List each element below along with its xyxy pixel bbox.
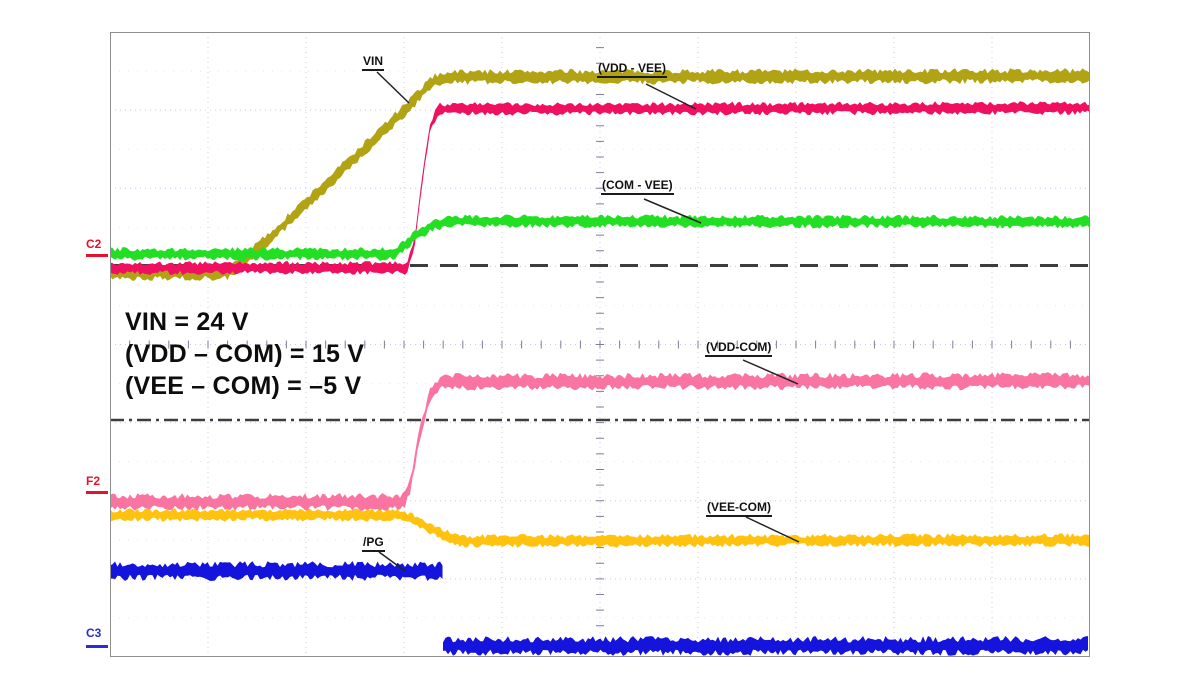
trace-pg-high [110, 561, 443, 581]
trace-com-vee [110, 214, 1090, 261]
channel-marker-bar-c3 [86, 645, 108, 648]
annotation-leader-line [645, 83, 697, 110]
annotation-leader-line [643, 198, 702, 224]
annotation-leader-line [745, 516, 800, 543]
channel-marker-bar-f2 [86, 491, 108, 494]
oscilloscope-plot [110, 32, 1090, 657]
channel-marker-bar-c2 [86, 254, 108, 257]
trace-label-pg: /PG [362, 535, 385, 552]
trace-label-vee-com: (VEE-COM) [706, 500, 772, 517]
channel-marker-c3: C3 [86, 626, 102, 640]
annotation-leader-line [378, 551, 406, 572]
condition-line-vin: VIN = 24 V [125, 308, 249, 336]
channel-marker-c2: C2 [86, 237, 102, 251]
trace-label-com-vee: (COM - VEE) [601, 178, 674, 195]
condition-line-vdd-com: (VDD – COM) = 15 V [125, 340, 365, 368]
trace-label-vdd-com: (VDD-COM) [705, 340, 773, 357]
annotation-leader-line [376, 71, 410, 104]
trace-vdd-com [110, 372, 1090, 511]
channel-marker-f2: F2 [86, 474, 101, 488]
plot-border [110, 32, 1090, 657]
test-conditions: VIN = 24 V (VDD – COM) = 15 V (VEE – COM… [125, 306, 364, 402]
annotation-leader-line [742, 359, 799, 385]
trace-label-vdd-vee: (VDD - VEE) [597, 61, 668, 78]
condition-line-vee-com: (VEE – COM) = –5 V [125, 372, 362, 400]
trace-label-vin: VIN [362, 54, 385, 71]
trace-vee-com [110, 508, 1090, 548]
trace-pg-low [443, 636, 1088, 656]
